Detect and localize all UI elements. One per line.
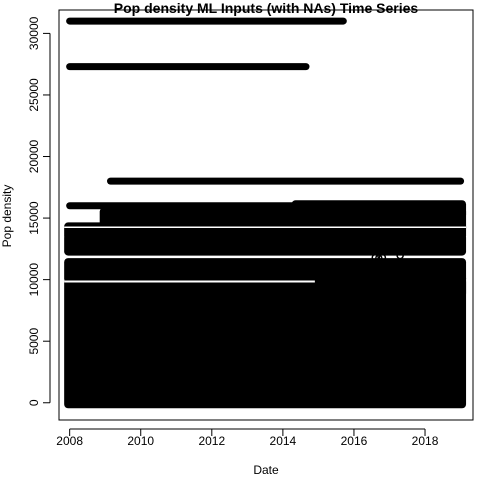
y-tick-label-10000: 10000: [27, 263, 41, 297]
x-tick-label-2012: 2012: [198, 434, 225, 448]
y-tick-label-20000: 20000: [27, 140, 41, 174]
series-12-point-4: [396, 251, 404, 260]
x-axis-label: Date: [253, 463, 279, 477]
x-tick-label-2016: 2016: [341, 434, 368, 448]
series-3-points-band: [309, 274, 467, 298]
chart-title: Pop density ML Inputs (with NAs) Time Se…: [114, 0, 419, 16]
series-12-point-1: [371, 253, 380, 262]
y-tick-label-0: 0: [27, 399, 41, 406]
data-layer: [64, 17, 467, 409]
series-12-point-3: [378, 253, 387, 262]
y-tick-label-5000: 5000: [27, 328, 41, 355]
y-tick-label-30000: 30000: [27, 16, 41, 50]
y-axis-label: Pop density: [0, 185, 14, 248]
x-tick-label-2008: 2008: [56, 434, 83, 448]
x-tick-label-2018: 2018: [412, 434, 439, 448]
y-tick-label-25000: 25000: [27, 78, 41, 112]
series-1-points-band: [64, 277, 467, 409]
x-axis: 2008 2010 2012 2014 2016 2018: [56, 428, 439, 448]
x-tick-label-2014: 2014: [270, 434, 297, 448]
y-tick-label-15000: 15000: [27, 201, 41, 235]
x-tick-label-2010: 2010: [127, 434, 154, 448]
plot-frame: [58, 9, 474, 421]
series-12-point-2: [375, 254, 383, 262]
y-axis: 0 5000 10000 15000 20000 25000 30000: [27, 16, 51, 406]
